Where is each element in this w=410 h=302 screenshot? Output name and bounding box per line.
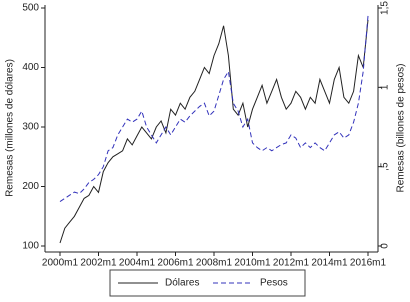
y-tick-label: 200 bbox=[22, 181, 39, 192]
y2-tick-label: 0 bbox=[380, 243, 391, 249]
x-tick-label: 2010m1 bbox=[234, 258, 271, 269]
y2-tick-label: ,5 bbox=[380, 162, 391, 171]
x-tick-label: 2004m1 bbox=[119, 258, 156, 269]
legend-box bbox=[109, 269, 306, 297]
y-tick-label: 300 bbox=[22, 122, 39, 133]
series-line bbox=[59, 19, 369, 244]
x-tick-label: 2012m1 bbox=[273, 258, 310, 269]
legend-label: Pesos bbox=[260, 278, 288, 289]
x-tick-label: 2016m1 bbox=[350, 258, 387, 269]
y-tick-label: 100 bbox=[22, 241, 39, 252]
y2-tick-label: 1 bbox=[380, 84, 391, 90]
y2-tick-label: 1,5 bbox=[380, 1, 391, 15]
x-tick-label: 2002m1 bbox=[80, 258, 117, 269]
y-axis-title: Remesas (millones de dólares) bbox=[5, 59, 16, 197]
x-tick-label: 2014m1 bbox=[311, 258, 348, 269]
y-tick-label: 500 bbox=[22, 3, 39, 14]
x-tick-label: 2008m1 bbox=[196, 258, 233, 269]
legend-label: Dólares bbox=[165, 278, 199, 289]
y-tick-label: 400 bbox=[22, 62, 39, 73]
x-tick-label: 2006m1 bbox=[157, 258, 194, 269]
series-line bbox=[59, 15, 369, 203]
y2-axis-title: Remesas (billones de pesos) bbox=[396, 64, 407, 193]
x-tick-label: 2000m1 bbox=[42, 258, 79, 269]
